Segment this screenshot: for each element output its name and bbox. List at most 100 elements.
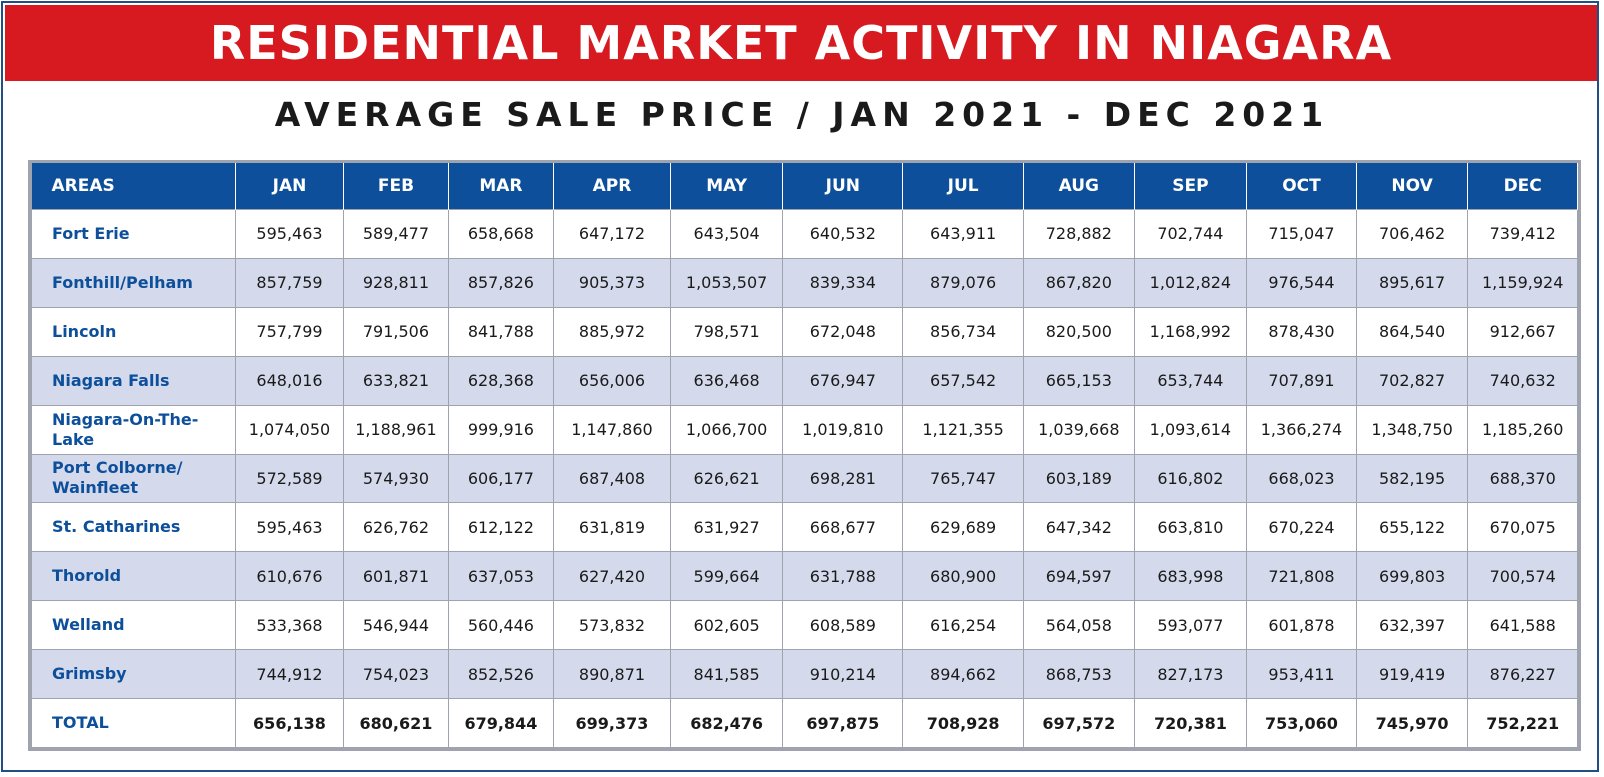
price-table-container: AREAS JAN FEB MAR APR MAY JUN JUL AUG SEP OCT NOV DE… bbox=[28, 160, 1581, 751]
price-cell-aug: 665,153 bbox=[1023, 355, 1135, 406]
price-cell-may: 602,605 bbox=[669, 600, 784, 651]
price-cell-feb: 546,944 bbox=[343, 600, 449, 651]
table-header-row: AREAS JAN FEB MAR APR MAY JUN JUL AUG SEP OCT NOV DE… bbox=[31, 163, 1578, 210]
price-cell-may: 626,621 bbox=[669, 453, 784, 504]
price-cell-mar: 560,446 bbox=[447, 600, 555, 651]
price-cell-feb: 791,506 bbox=[343, 306, 449, 357]
price-cell-jul: 856,734 bbox=[902, 306, 1025, 357]
price-cell-jul: 1,121,355 bbox=[902, 404, 1025, 455]
price-cell-jan: 648,016 bbox=[234, 355, 345, 406]
table-row-port-colborne-wainfleet: Port Colborne/ Wainfleet 572,589 574,930 60… bbox=[31, 453, 1578, 504]
price-cell-dec: 688,370 bbox=[1467, 453, 1578, 504]
price-cell-oct: 976,544 bbox=[1246, 257, 1357, 308]
price-cell-aug: 867,820 bbox=[1023, 257, 1135, 308]
price-cell-may: 631,927 bbox=[669, 502, 784, 553]
price-cell-feb: 633,821 bbox=[343, 355, 449, 406]
price-cell-oct: 753,060 bbox=[1246, 698, 1357, 748]
price-cell-aug: 647,342 bbox=[1023, 502, 1135, 553]
price-cell-jan: 595,463 bbox=[234, 502, 345, 553]
price-cell-dec: 912,667 bbox=[1467, 306, 1578, 357]
price-cell-feb: 754,023 bbox=[343, 649, 449, 700]
column-header-jul: JUL bbox=[902, 163, 1025, 210]
price-cell-mar: 612,122 bbox=[447, 502, 555, 553]
price-cell-jun: 608,589 bbox=[782, 600, 904, 651]
area-name: Thorold bbox=[31, 551, 236, 602]
table-row-grimsby: Grimsby 744,912 754,023 852,526 890,871 841,5… bbox=[31, 649, 1578, 700]
price-cell-aug: 694,597 bbox=[1023, 551, 1135, 602]
table-body: Fort Erie 595,463 589,477 658,668 647,172 643… bbox=[31, 209, 1578, 748]
table-row-lincoln: Lincoln 757,799 791,506 841,788 885,972 798,5… bbox=[31, 306, 1578, 357]
price-cell-sep: 1,093,614 bbox=[1133, 404, 1248, 455]
price-cell-apr: 647,172 bbox=[553, 209, 671, 259]
price-cell-aug: 728,882 bbox=[1023, 209, 1135, 259]
price-cell-nov: 699,803 bbox=[1355, 551, 1469, 602]
price-cell-nov: 864,540 bbox=[1355, 306, 1469, 357]
price-table: AREAS JAN FEB MAR APR MAY JUN JUL AUG SEP OCT NOV DE… bbox=[31, 163, 1578, 748]
price-cell-jul: 643,911 bbox=[902, 209, 1025, 259]
price-cell-jan: 1,074,050 bbox=[234, 404, 345, 455]
price-cell-dec: 1,185,260 bbox=[1467, 404, 1578, 455]
area-name: Niagara-On-The-Lake bbox=[31, 404, 236, 455]
table-row-fonthill-pelham: Fonthill/Pelham 857,759 928,811 857,826 905,… bbox=[31, 257, 1578, 308]
banner-title: RESIDENTIAL MARKET ACTIVITY IN NIAGARA bbox=[5, 5, 1597, 81]
price-cell-sep: 683,998 bbox=[1133, 551, 1248, 602]
price-cell-jun: 910,214 bbox=[782, 649, 904, 700]
column-header-apr: APR bbox=[553, 163, 671, 210]
price-cell-aug: 603,189 bbox=[1023, 453, 1135, 504]
price-cell-jul: 616,254 bbox=[902, 600, 1025, 651]
price-cell-oct: 715,047 bbox=[1246, 209, 1357, 259]
price-cell-feb: 574,930 bbox=[343, 453, 449, 504]
price-cell-nov: 655,122 bbox=[1355, 502, 1469, 553]
price-cell-oct: 601,878 bbox=[1246, 600, 1357, 651]
price-cell-dec: 752,221 bbox=[1467, 698, 1578, 748]
price-cell-jul: 894,662 bbox=[902, 649, 1025, 700]
price-cell-jan: 533,368 bbox=[234, 600, 345, 651]
price-cell-jun: 631,788 bbox=[782, 551, 904, 602]
price-cell-apr: 631,819 bbox=[553, 502, 671, 553]
price-cell-apr: 656,006 bbox=[553, 355, 671, 406]
price-cell-dec: 739,412 bbox=[1467, 209, 1578, 259]
price-cell-mar: 857,826 bbox=[447, 257, 555, 308]
price-cell-mar: 637,053 bbox=[447, 551, 555, 602]
price-cell-apr: 573,832 bbox=[553, 600, 671, 651]
price-cell-nov: 702,827 bbox=[1355, 355, 1469, 406]
price-cell-sep: 827,173 bbox=[1133, 649, 1248, 700]
price-cell-may: 636,468 bbox=[669, 355, 784, 406]
price-cell-jul: 657,542 bbox=[902, 355, 1025, 406]
price-cell-aug: 697,572 bbox=[1023, 698, 1135, 748]
area-name: Welland bbox=[31, 600, 236, 651]
price-cell-dec: 670,075 bbox=[1467, 502, 1578, 553]
price-cell-jul: 708,928 bbox=[902, 698, 1025, 748]
price-cell-jul: 765,747 bbox=[902, 453, 1025, 504]
area-name: Fonthill/Pelham bbox=[31, 257, 236, 308]
price-cell-mar: 628,368 bbox=[447, 355, 555, 406]
price-cell-oct: 668,023 bbox=[1246, 453, 1357, 504]
column-header-sep: SEP bbox=[1134, 163, 1248, 210]
price-cell-dec: 700,574 bbox=[1467, 551, 1578, 602]
price-cell-may: 682,476 bbox=[669, 698, 784, 748]
price-cell-oct: 1,366,274 bbox=[1246, 404, 1357, 455]
price-cell-jan: 744,912 bbox=[234, 649, 345, 700]
price-cell-jun: 697,875 bbox=[782, 698, 904, 748]
column-header-feb: FEB bbox=[343, 163, 449, 210]
price-cell-may: 798,571 bbox=[669, 306, 784, 357]
price-cell-jun: 676,947 bbox=[782, 355, 904, 406]
price-cell-jan: 857,759 bbox=[234, 257, 345, 308]
table-row-thorold: Thorold 610,676 601,871 637,053 627,420 599,6… bbox=[31, 551, 1578, 602]
price-cell-apr: 699,373 bbox=[553, 698, 671, 748]
price-cell-feb: 680,621 bbox=[343, 698, 449, 748]
price-cell-jul: 680,900 bbox=[902, 551, 1025, 602]
price-cell-jan: 757,799 bbox=[234, 306, 345, 357]
price-cell-nov: 895,617 bbox=[1355, 257, 1469, 308]
price-cell-oct: 953,411 bbox=[1246, 649, 1357, 700]
price-cell-jul: 879,076 bbox=[902, 257, 1025, 308]
price-cell-mar: 841,788 bbox=[447, 306, 555, 357]
price-cell-mar: 658,668 bbox=[447, 209, 555, 259]
price-cell-feb: 626,762 bbox=[343, 502, 449, 553]
area-name: Fort Erie bbox=[31, 209, 236, 259]
price-cell-apr: 627,420 bbox=[553, 551, 671, 602]
price-cell-mar: 852,526 bbox=[447, 649, 555, 700]
table-row-fort-erie: Fort Erie 595,463 589,477 658,668 647,172 643… bbox=[31, 209, 1578, 259]
column-header-nov: NOV bbox=[1356, 163, 1469, 210]
